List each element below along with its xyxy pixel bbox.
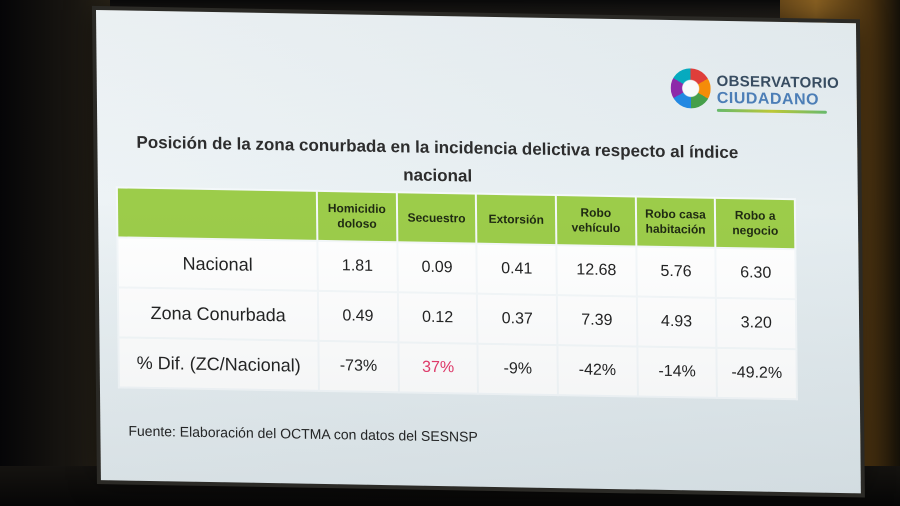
table-cell: 0.49 [317,290,399,343]
room-wall-left [0,0,110,506]
logo-underline [716,108,827,114]
logo-text-line2: CIUDADANO [716,89,820,109]
table-cell: 5.76 [635,246,717,298]
table-cell: 0.37 [477,293,558,346]
crime-comparison-table: Homicidio doloso Secuestro Extorsión Rob… [116,186,798,400]
logo-text-line1: OBSERVATORIO [716,72,840,92]
table-cell: 12.68 [556,245,637,297]
row-label: % Dif. (ZC/Nacional) [118,337,319,391]
table-cell: 3.20 [716,297,797,350]
projection-screen: OBSERVATORIO CIUDADANO Posición de la zo… [96,10,861,494]
table-cell: 0.12 [397,292,478,344]
column-header: Robo a negocio [715,197,796,250]
table-cell: -73% [318,340,399,393]
source-note: Fuente: Elaboración del OCTMA con datos … [128,422,478,445]
table-cell: -42% [557,345,638,397]
table-cell: 0.41 [476,243,557,296]
column-header: Robo vehículo [555,195,636,247]
table-row: % Dif. (ZC/Nacional) -73% 37% -9% -42% -… [118,337,797,400]
table-cell: 6.30 [715,247,796,300]
logo-mark-icon [670,68,711,109]
row-label: Zona Conurbada [117,287,319,341]
observatorio-logo: OBSERVATORIO CIUDADANO [670,68,839,123]
table-cell: 4.93 [636,296,717,348]
table-cell-highlight: 37% [398,342,479,394]
column-header: Extorsión [476,193,557,246]
table-cell: 1.81 [317,240,398,293]
table-cell: -9% [477,343,558,396]
table-header-corner [116,187,318,241]
row-label: Nacional [117,237,318,291]
table-cell: 0.09 [397,242,478,294]
table-cell: -14% [637,346,718,398]
table-cell: 7.39 [556,295,638,347]
column-header: Secuestro [396,192,477,244]
table-cell: -49.2% [716,347,797,400]
column-header: Homicidio doloso [316,190,398,243]
column-header: Robo casa habitación [635,196,716,248]
